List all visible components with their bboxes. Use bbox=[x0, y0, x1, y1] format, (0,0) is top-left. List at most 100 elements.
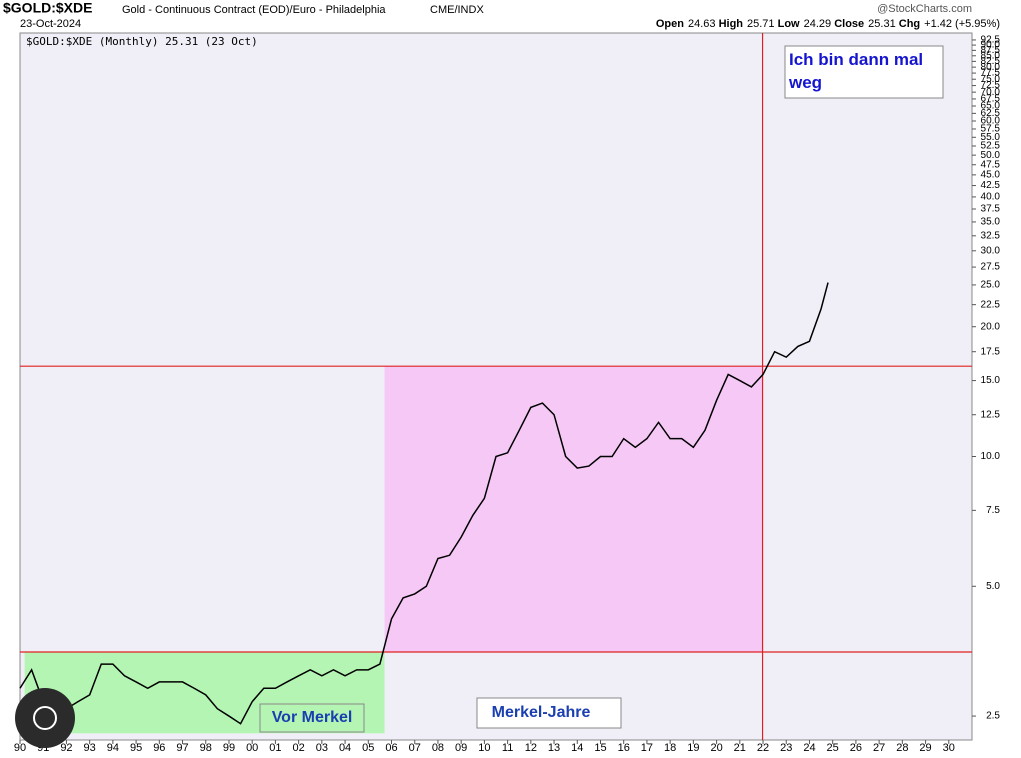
annotation-wrap: Ich bin dann mal weg bbox=[789, 50, 924, 92]
x-tick-label: 22 bbox=[757, 742, 769, 754]
x-tick-label: 96 bbox=[153, 742, 165, 754]
x-tick-label: 29 bbox=[919, 742, 931, 754]
y-tick-label: 62.5 bbox=[981, 108, 1001, 119]
y-tick-label: 35.0 bbox=[981, 217, 1001, 228]
x-tick-label: 21 bbox=[734, 742, 746, 754]
annotation: Vor Merkel bbox=[272, 709, 353, 726]
x-tick-label: 04 bbox=[339, 742, 351, 754]
exchange: CME/INDX bbox=[430, 4, 484, 16]
x-tick-label: 16 bbox=[618, 742, 630, 754]
x-tick-label: 93 bbox=[84, 742, 96, 754]
x-tick-label: 11 bbox=[502, 742, 513, 754]
quote-label: Close bbox=[834, 18, 864, 30]
x-tick-label: 20 bbox=[710, 742, 722, 754]
y-tick-label: 17.5 bbox=[981, 346, 1001, 357]
quote-label: Low bbox=[778, 18, 800, 30]
x-tick-label: 92 bbox=[60, 742, 72, 754]
y-tick-label: 67.5 bbox=[981, 94, 1001, 105]
y-tick-label: 22.5 bbox=[981, 299, 1001, 310]
y-tick-label: 7.5 bbox=[986, 505, 1000, 516]
quote-value: 24.63 bbox=[688, 18, 716, 30]
y-tick-label: 92.5 bbox=[981, 35, 1001, 46]
x-tick-label: 06 bbox=[385, 742, 397, 754]
y-tick-label: 72.5 bbox=[981, 80, 1001, 91]
y-tick-label: 10.0 bbox=[981, 451, 1001, 462]
x-tick-label: 07 bbox=[409, 742, 421, 754]
y-tick-label: 75.0 bbox=[981, 74, 1001, 85]
y-tick-label: 37.5 bbox=[981, 204, 1001, 215]
annotation: Ich bin dann mal weg bbox=[789, 50, 924, 92]
date: 23-Oct-2024 bbox=[20, 18, 81, 30]
x-tick-label: 26 bbox=[850, 742, 862, 754]
y-tick-label: 30.0 bbox=[981, 245, 1001, 256]
y-tick-label: 77.5 bbox=[981, 68, 1001, 79]
icon-glyph bbox=[33, 706, 57, 730]
legend: $GOLD:$XDE (Monthly) 25.31 (23 Oct) bbox=[26, 35, 258, 48]
y-tick-label: 87.5 bbox=[981, 45, 1001, 56]
x-tick-label: 05 bbox=[362, 742, 374, 754]
y-tick-label: 55.0 bbox=[981, 132, 1001, 143]
y-tick-label: 85.0 bbox=[981, 50, 1001, 61]
x-tick-label: 15 bbox=[594, 742, 606, 754]
quote-value: 24.29 bbox=[804, 18, 832, 30]
x-tick-label: 90 bbox=[14, 742, 26, 754]
x-tick-label: 01 bbox=[269, 742, 281, 754]
x-tick-label: 13 bbox=[548, 742, 560, 754]
source: @StockCharts.com bbox=[877, 3, 972, 15]
price-line bbox=[19, 282, 829, 725]
y-tick-label: 15.0 bbox=[981, 375, 1001, 386]
x-tick-label: 30 bbox=[943, 742, 955, 754]
x-tick-label: 08 bbox=[432, 742, 444, 754]
symbol: $GOLD:$XDE bbox=[3, 0, 92, 16]
quote: Open 24.63 High 25.71 Low 24.29 Close 25.31 … bbox=[656, 18, 1000, 30]
x-tick-label: 00 bbox=[246, 742, 258, 754]
y-tick-label: 57.5 bbox=[981, 124, 1001, 135]
x-tick-label: 03 bbox=[316, 742, 328, 754]
quote-value: 25.31 bbox=[868, 18, 896, 30]
quote-label: Chg bbox=[899, 18, 920, 30]
y-tick-label: 60.0 bbox=[981, 116, 1001, 127]
y-tick-label: 80.0 bbox=[981, 62, 1001, 73]
y-tick-label: 50.0 bbox=[981, 150, 1001, 161]
x-tick-label: 12 bbox=[525, 742, 537, 754]
y-tick-label: 5.0 bbox=[986, 581, 1000, 592]
description: Gold - Continuous Contract (EOD)/Euro - … bbox=[122, 4, 386, 16]
x-tick-label: 27 bbox=[873, 742, 885, 754]
y-tick-label: 2.5 bbox=[986, 711, 1000, 722]
x-tick-label: 19 bbox=[687, 742, 699, 754]
quote-value: 25.71 bbox=[747, 18, 775, 30]
x-tick-label: 09 bbox=[455, 742, 467, 754]
icon[interactable] bbox=[15, 688, 75, 748]
annotation: Merkel-Jahre bbox=[492, 704, 591, 721]
x-tick-label: 14 bbox=[571, 742, 583, 754]
annotation-box bbox=[259, 703, 365, 733]
y-tick-label: 32.5 bbox=[981, 230, 1001, 241]
x-tick-label: 95 bbox=[130, 742, 142, 754]
y-tick-label: 40.0 bbox=[981, 192, 1001, 203]
y-tick-label: 12.5 bbox=[981, 409, 1001, 420]
x-tick-label: 10 bbox=[478, 742, 490, 754]
x-tick-label: 23 bbox=[780, 742, 792, 754]
y-tick-label: 82.5 bbox=[981, 56, 1001, 67]
y-tick-label: 90.0 bbox=[981, 40, 1001, 51]
x-tick-label: 25 bbox=[827, 742, 839, 754]
x-tick-label: 17 bbox=[641, 742, 653, 754]
y-tick-label: 65.0 bbox=[981, 101, 1001, 112]
annotation-box bbox=[784, 45, 944, 99]
y-tick-label: 27.5 bbox=[981, 262, 1001, 273]
quote-label: Open bbox=[656, 18, 684, 30]
x-tick-label: 18 bbox=[664, 742, 676, 754]
quote-label: High bbox=[719, 18, 744, 30]
x-tick-label: 28 bbox=[896, 742, 908, 754]
y-tick-label: 52.5 bbox=[981, 141, 1001, 152]
y-tick-label: 47.5 bbox=[981, 159, 1001, 170]
annotation-box bbox=[476, 697, 622, 729]
x-tick-label: 94 bbox=[107, 742, 119, 754]
y-tick-label: 20.0 bbox=[981, 321, 1001, 332]
x-tick-label: 02 bbox=[293, 742, 305, 754]
y-tick-label: 25.0 bbox=[981, 280, 1001, 291]
x-tick-label: 98 bbox=[200, 742, 212, 754]
region bbox=[384, 366, 763, 652]
y-tick-label: 45.0 bbox=[981, 170, 1001, 181]
